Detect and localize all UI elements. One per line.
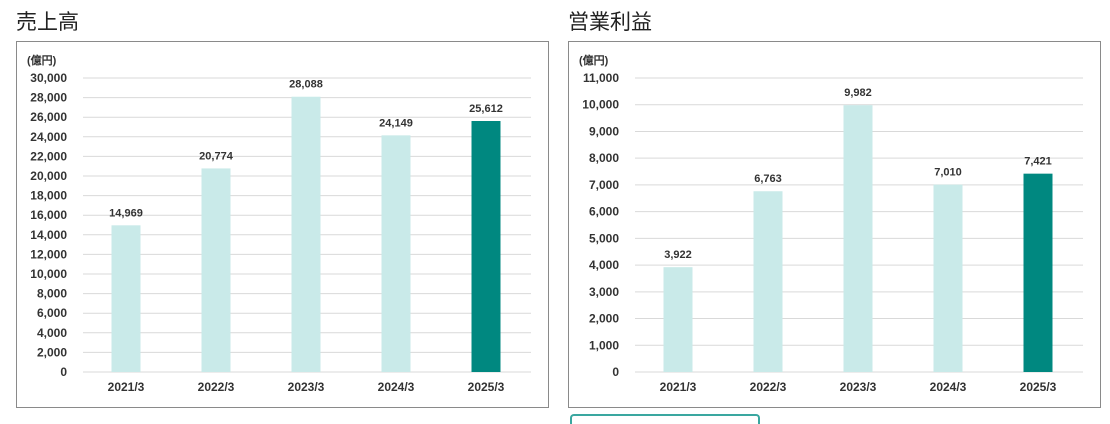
operating-profit-data-label: 6,763	[754, 173, 782, 185]
sales-y-tick-label: 18,000	[30, 189, 67, 203]
sales-x-tick-label: 2023/3	[288, 380, 325, 394]
sales-x-tick-label: 2021/3	[108, 380, 145, 394]
operating-profit-chart: (億円) 0 1,000 2,000 3,000 4,000 5,000 6,000 7,000…	[579, 53, 1083, 394]
operating-profit-bar-2024-3	[933, 184, 963, 372]
operating-profit-x-tick-label: 2023/3	[840, 380, 877, 394]
sales-data-label: 20,774	[199, 150, 234, 162]
operating-profit-y-tick-label: 6,000	[589, 205, 619, 219]
operating-profit-y-tick-label: 4,000	[589, 258, 619, 272]
sales-chart: (億円) 0 2,000 4,000 6,000 8,000 10,000 12,000 14,…	[27, 53, 531, 394]
sales-bar-2024-3	[381, 135, 411, 372]
operating-profit-x-tick-label: 2021/3	[660, 380, 697, 394]
operating-profit-data-label: 7,421	[1024, 156, 1052, 168]
sales-y-tick-label: 22,000	[30, 149, 67, 163]
operating-profit-bar-2025-3	[1023, 173, 1053, 372]
sales-y-tick-label: 28,000	[30, 91, 67, 105]
sales-bar-2021-3	[111, 225, 141, 372]
operating-profit-chart-title: 営業利益	[568, 10, 652, 34]
sales-bar-2023-3	[291, 96, 321, 372]
sales-y-tick-label: 6,000	[37, 306, 67, 320]
operating-profit-y-tick-label: 10,000	[582, 98, 619, 112]
sales-bar-2022-3	[201, 168, 231, 372]
operating-profit-y-tick-label: 8,000	[589, 151, 619, 165]
sales-data-label: 28,088	[289, 79, 323, 91]
sales-y-tick-label: 24,000	[30, 130, 67, 144]
operating-profit-data-label: 3,922	[664, 249, 692, 261]
operating-profit-y-tick-label: 0	[612, 365, 619, 379]
operating-profit-data-label: 7,010	[934, 167, 962, 179]
partial-tab-outline	[570, 414, 760, 424]
operating-profit-y-tick-label: 2,000	[589, 312, 619, 326]
operating-profit-y-tick-label: 5,000	[589, 231, 619, 245]
sales-y-tick-label: 2,000	[37, 345, 67, 359]
sales-x-tick-label: 2025/3	[468, 380, 505, 394]
operating-profit-bar-2023-3	[843, 105, 873, 372]
operating-profit-chart-frame: (億円) 0 1,000 2,000 3,000 4,000 5,000 6,000 7,000…	[568, 41, 1101, 408]
operating-profit-x-tick-label: 2022/3	[750, 380, 787, 394]
sales-data-label: 14,969	[109, 207, 143, 219]
operating-profit-x-tick-label: 2025/3	[1020, 380, 1057, 394]
sales-y-tick-label: 16,000	[30, 208, 67, 222]
operating-profit-unit-label: (億円)	[579, 53, 609, 67]
sales-y-tick-label: 30,000	[30, 71, 67, 85]
sales-y-tick-label: 26,000	[30, 110, 67, 124]
sales-bar-2025-3	[471, 121, 501, 372]
operating-profit-y-tick-label: 11,000	[583, 71, 619, 85]
sales-unit-label: (億円)	[27, 53, 57, 67]
operating-profit-x-tick-label: 2024/3	[930, 380, 967, 394]
sales-data-label: 25,612	[469, 103, 503, 115]
sales-data-label: 24,149	[379, 117, 413, 129]
sales-y-tick-label: 12,000	[30, 247, 67, 261]
operating-profit-y-tick-label: 3,000	[589, 285, 619, 299]
sales-chart-title: 売上高	[16, 10, 79, 34]
operating-profit-bar-2022-3	[753, 191, 783, 372]
sales-chart-frame: (億円) 0 2,000 4,000 6,000 8,000 10,000 12,000 14,…	[16, 41, 549, 408]
operating-profit-y-tick-label: 9,000	[589, 124, 619, 138]
operating-profit-y-tick-label: 1,000	[589, 338, 619, 352]
operating-profit-data-label: 9,982	[844, 87, 872, 99]
sales-x-tick-label: 2022/3	[198, 380, 235, 394]
sales-x-tick-label: 2024/3	[378, 380, 415, 394]
operating-profit-bar-2021-3	[663, 267, 693, 372]
sales-y-tick-label: 20,000	[30, 169, 67, 183]
sales-y-tick-label: 4,000	[37, 326, 67, 340]
operating-profit-y-tick-label: 7,000	[589, 178, 619, 192]
sales-y-tick-label: 0	[60, 365, 67, 379]
sales-y-tick-label: 14,000	[30, 228, 67, 242]
sales-y-tick-label: 10,000	[30, 267, 67, 281]
sales-y-tick-label: 8,000	[37, 287, 67, 301]
